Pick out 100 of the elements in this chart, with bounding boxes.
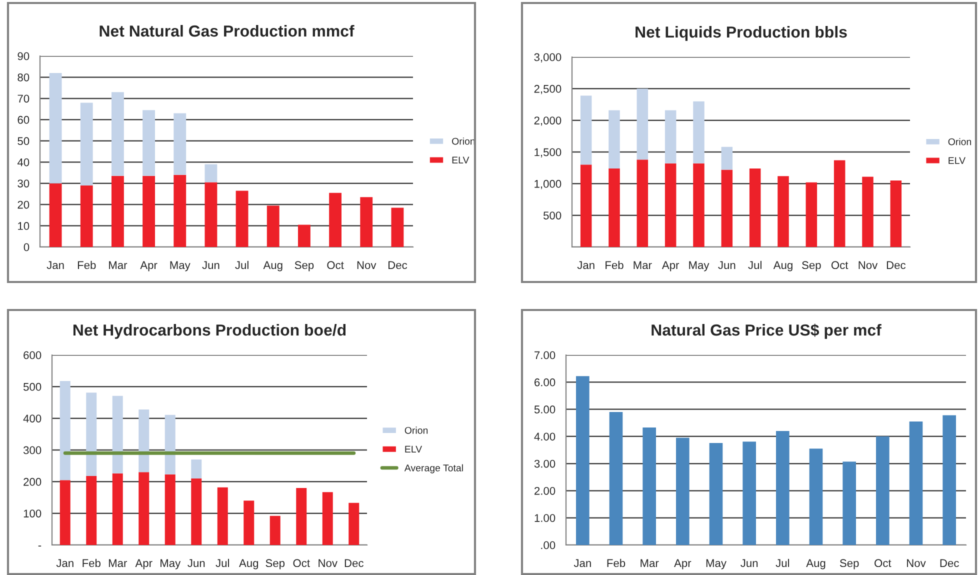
x-tick-label: May xyxy=(706,559,726,570)
bar xyxy=(204,182,218,247)
x-tick-label: May xyxy=(160,559,181,570)
y-tick-label: 2,000 xyxy=(534,116,562,126)
y-tick-label: 10 xyxy=(18,222,30,230)
bar xyxy=(709,442,723,545)
y-tick-label: 2.00 xyxy=(534,486,556,495)
bar xyxy=(776,431,790,545)
bar xyxy=(164,414,176,474)
x-tick-label: Sep xyxy=(294,261,314,272)
legend-label: ELV xyxy=(452,156,470,164)
bar xyxy=(49,183,62,247)
bar xyxy=(834,160,846,247)
y-tick-label: 70 xyxy=(18,94,30,103)
y-tick-label: 400 xyxy=(23,414,42,422)
bar xyxy=(608,110,620,168)
bar xyxy=(60,480,70,545)
x-tick-label: Dec xyxy=(388,261,408,270)
bar xyxy=(80,185,93,247)
legend-label: Orion xyxy=(404,426,428,434)
bar xyxy=(49,72,62,184)
bar xyxy=(244,500,254,545)
bar xyxy=(174,113,186,175)
bar xyxy=(80,102,93,186)
bar xyxy=(204,164,218,182)
bar xyxy=(391,208,404,247)
y-tick-label: 5.00 xyxy=(534,406,556,414)
y-tick-label: 3,000 xyxy=(534,53,562,62)
bar xyxy=(862,176,874,247)
y-tick-label: 20 xyxy=(18,200,30,209)
x-tick-label: Nov xyxy=(858,261,878,270)
y-tick-label: 40 xyxy=(17,158,30,166)
x-tick-label: Nov xyxy=(907,559,926,568)
legend-label: ELV xyxy=(405,446,422,453)
x-tick-label: Jun xyxy=(202,261,220,270)
x-tick-label: Oct xyxy=(874,559,892,568)
y-tick-label: 100 xyxy=(24,510,42,518)
bar xyxy=(191,460,202,478)
x-tick-label: Jan xyxy=(574,559,591,568)
bar xyxy=(890,180,902,247)
x-tick-label: Aug xyxy=(239,559,258,570)
x-tick-label: Apr xyxy=(135,559,152,570)
y-tick-label: 2,500 xyxy=(534,84,562,94)
y-tick-label: - xyxy=(38,546,42,547)
y-tick-label: 30 xyxy=(18,180,30,188)
bar xyxy=(576,376,590,545)
bar xyxy=(111,176,124,247)
bar xyxy=(636,160,648,247)
bar xyxy=(298,224,310,247)
x-tick-label: Mar xyxy=(634,261,652,270)
x-tick-label: May xyxy=(170,261,190,272)
bar xyxy=(693,101,704,164)
x-tick-label: Mar xyxy=(108,559,128,568)
x-tick-label: Nov xyxy=(357,261,376,270)
bar xyxy=(842,462,856,545)
bar xyxy=(806,182,818,247)
bar xyxy=(664,110,676,164)
bar xyxy=(721,146,733,170)
x-tick-label: Jul xyxy=(776,558,790,568)
bar xyxy=(217,487,228,545)
x-tick-label: Apr xyxy=(140,261,158,272)
bar xyxy=(329,192,342,247)
bar xyxy=(191,478,202,545)
y-tick-label: 50 xyxy=(18,137,30,146)
x-tick-label: Dec xyxy=(886,261,906,270)
x-tick-label: Aug xyxy=(263,261,282,272)
bar xyxy=(676,438,690,545)
x-tick-label: Jul xyxy=(235,260,248,270)
x-tick-label: Nov xyxy=(318,559,338,568)
chart-title: Net Hydrocarbons Production boe/d xyxy=(73,324,346,339)
y-tick-label: 3.00 xyxy=(534,460,556,468)
bar xyxy=(296,488,307,545)
x-tick-label: Aug xyxy=(806,559,826,570)
bar xyxy=(608,168,620,247)
chart-title: Natural Gas Price US$ per mcf xyxy=(652,324,882,339)
x-tick-label: Apr xyxy=(662,261,680,272)
chart-title: Net Natural Gas Production mmcf xyxy=(100,24,354,37)
bar xyxy=(112,473,123,545)
bar xyxy=(636,88,648,160)
bar xyxy=(86,476,97,545)
bar xyxy=(664,163,676,247)
bar xyxy=(142,110,156,176)
bar xyxy=(270,516,280,545)
y-tick-label: .00 xyxy=(541,541,556,550)
y-tick-label: 60 xyxy=(18,116,30,124)
bar xyxy=(742,442,756,545)
bar xyxy=(111,92,124,176)
y-tick-label: 500 xyxy=(23,382,42,391)
x-tick-label: Feb xyxy=(606,260,624,270)
bar xyxy=(642,427,656,545)
bar xyxy=(909,422,923,545)
y-tick-label: 4.00 xyxy=(534,432,556,441)
y-tick-label: 6.00 xyxy=(534,378,556,386)
x-tick-label: Oct xyxy=(831,261,848,270)
y-tick-label: 500 xyxy=(543,212,562,220)
x-tick-label: Sep xyxy=(266,559,285,570)
x-tick-label: Apr xyxy=(674,559,692,570)
x-tick-label: Aug xyxy=(773,261,792,272)
x-tick-label: Jun xyxy=(718,261,736,270)
bar xyxy=(580,164,592,247)
